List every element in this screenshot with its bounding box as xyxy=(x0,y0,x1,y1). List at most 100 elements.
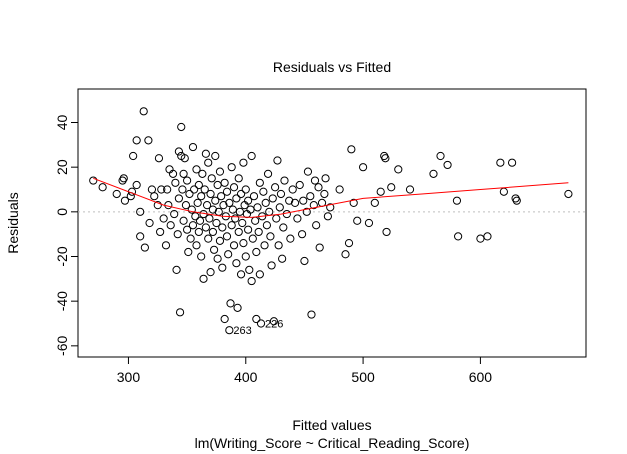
residual-point xyxy=(275,203,284,212)
residual-point xyxy=(193,198,202,207)
residual-point xyxy=(191,212,200,221)
residual-point xyxy=(247,151,256,161)
residual-point xyxy=(280,176,289,185)
y-tick-label: 40 xyxy=(54,115,70,131)
residual-point xyxy=(387,183,396,192)
residual-point xyxy=(198,169,207,178)
residual-point xyxy=(244,225,253,234)
residual-point xyxy=(229,241,239,250)
residual-point xyxy=(239,239,248,248)
residual-point xyxy=(314,183,323,192)
residual-point xyxy=(219,201,228,210)
residual-point xyxy=(282,209,291,219)
residual-point xyxy=(220,178,229,187)
x-tick-label: 600 xyxy=(469,369,493,385)
x-tick-label: 300 xyxy=(117,369,141,385)
residual-point xyxy=(564,189,573,199)
residual-point xyxy=(405,185,415,194)
residual-point xyxy=(512,196,521,205)
residual-point xyxy=(320,189,329,199)
residual-point xyxy=(175,308,185,317)
residual-point xyxy=(228,205,237,214)
residual-point xyxy=(255,178,264,187)
residual-point xyxy=(279,223,288,232)
residual-point xyxy=(248,234,257,243)
residual-point xyxy=(326,203,335,212)
residual-point xyxy=(370,198,379,207)
residual-point xyxy=(156,227,165,237)
x-axis-label: Fitted values xyxy=(292,417,371,433)
residual-point xyxy=(209,245,219,254)
residual-point xyxy=(233,303,242,312)
residual-point xyxy=(285,196,294,205)
residual-point xyxy=(321,174,330,183)
residual-point xyxy=(266,232,275,241)
residual-point xyxy=(236,270,246,279)
residual-point xyxy=(261,198,270,207)
residual-point xyxy=(499,187,508,196)
residual-point xyxy=(163,185,172,194)
residual-point xyxy=(297,230,307,239)
residual-point xyxy=(235,207,245,216)
residual-point xyxy=(227,221,236,230)
residual-point xyxy=(306,192,315,201)
residual-point xyxy=(382,227,391,237)
residual-point xyxy=(201,149,210,158)
residual-point xyxy=(194,227,203,237)
residual-point xyxy=(187,205,196,214)
y-axis: -60 -40 -20 0 20 40 xyxy=(54,115,79,356)
x-axis: 300 400 500 600 xyxy=(117,356,493,385)
residual-point xyxy=(241,185,250,194)
residual-point xyxy=(299,196,308,205)
residual-point xyxy=(136,207,145,216)
residual-point xyxy=(272,214,281,223)
residual-point xyxy=(183,176,192,185)
residual-point xyxy=(344,239,354,248)
residual-point xyxy=(476,234,485,243)
residual-point xyxy=(180,154,189,163)
residual-point xyxy=(132,136,141,145)
residual-point xyxy=(232,194,241,203)
y-tick-label: -20 xyxy=(54,246,70,266)
residual-point xyxy=(181,201,191,210)
residual-point xyxy=(353,216,362,225)
residual-point xyxy=(483,232,492,241)
residual-point xyxy=(205,214,214,223)
residual-point xyxy=(507,158,517,167)
residual-point xyxy=(335,185,344,194)
residual-point xyxy=(269,317,279,326)
plot-frame xyxy=(77,88,587,358)
residual-point xyxy=(112,189,121,199)
residual-point xyxy=(270,183,280,192)
residual-point xyxy=(89,176,98,185)
residual-point xyxy=(197,192,206,201)
residual-point xyxy=(213,180,222,190)
residual-point xyxy=(177,122,186,132)
residual-point xyxy=(267,261,276,270)
residual-point xyxy=(254,227,263,237)
residual-point xyxy=(226,299,235,308)
residual-point xyxy=(293,214,302,223)
residual-point xyxy=(208,227,218,237)
residual-points xyxy=(89,107,573,335)
outlier-label: 263 xyxy=(233,325,251,337)
residual-point xyxy=(195,216,205,225)
residual-point xyxy=(211,196,220,205)
residual-point xyxy=(252,247,261,257)
residual-point xyxy=(227,163,236,172)
residual-point xyxy=(251,216,260,225)
residual-point xyxy=(218,263,227,272)
residual-point xyxy=(358,163,368,172)
residual-point xyxy=(171,178,180,187)
residual-point xyxy=(174,194,183,203)
residual-point xyxy=(192,241,201,250)
residual-point xyxy=(215,167,225,176)
residual-point xyxy=(394,165,403,174)
residual-point xyxy=(185,189,194,199)
residual-point xyxy=(140,243,149,252)
residual-point xyxy=(273,156,282,165)
residual-point xyxy=(173,230,182,239)
residual-point xyxy=(132,180,141,190)
residual-point xyxy=(153,201,162,210)
